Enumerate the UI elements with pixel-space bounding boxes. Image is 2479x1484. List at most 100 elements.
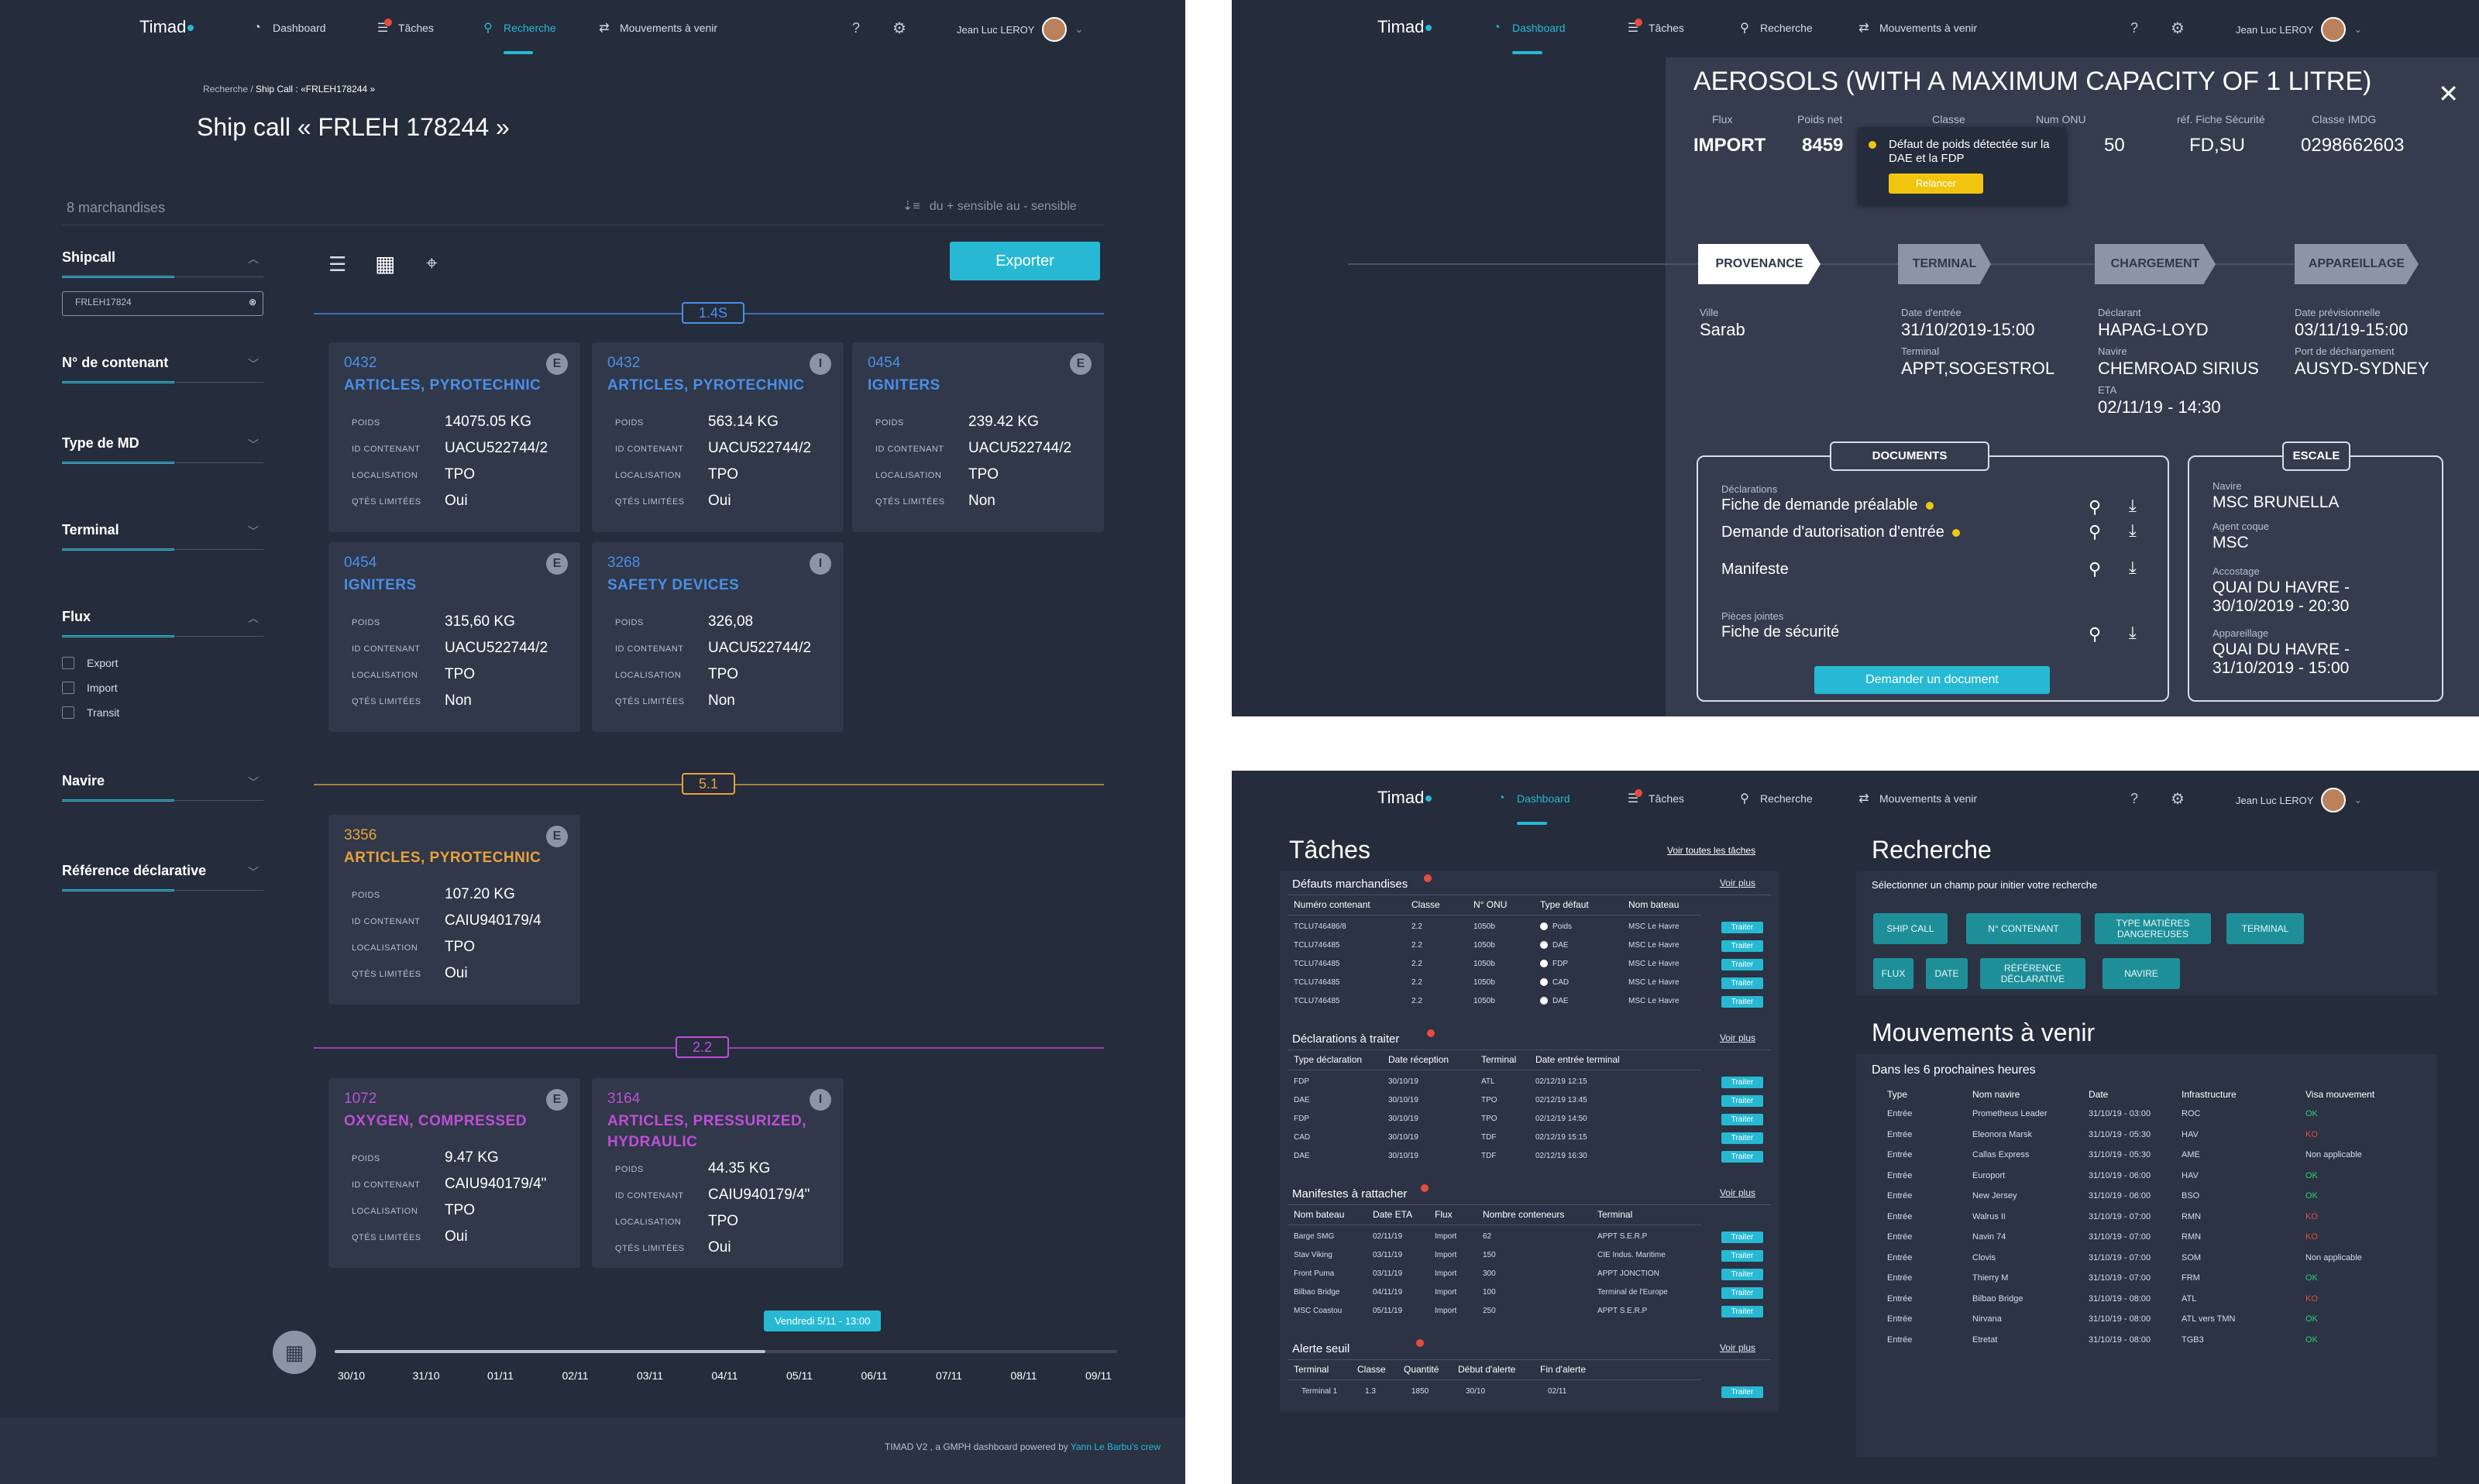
help-icon[interactable]: ? (2130, 791, 2139, 806)
timeline-date[interactable]: 07/11 (936, 1369, 962, 1382)
download-icon[interactable]: ⤓ (2129, 520, 2137, 540)
voir-toutes-link[interactable]: Voir toutes les tâches (1667, 845, 1756, 856)
search-chip[interactable]: SHIP CALL (1873, 913, 1948, 944)
nav-taches[interactable]: ☰ Tâches (1625, 19, 1684, 37)
filter-shipcall[interactable]: Shipcall ︿ (62, 249, 263, 278)
map-pin-icon[interactable]: ⌖ (426, 251, 438, 274)
nav-recherche[interactable]: ⚲ Recherche (1737, 789, 1813, 808)
goods-card[interactable]: 0432 ARTICLES, PYROTECHNIC E POIDS 14075.… (328, 342, 580, 532)
timeline-date[interactable]: 02/11 (562, 1369, 589, 1382)
traiter-button[interactable]: Traiter (1721, 922, 1763, 933)
search-chip[interactable]: N° CONTENANT (1966, 913, 2081, 944)
clear-icon[interactable]: ⊗ (248, 297, 256, 307)
footer-credit-link[interactable]: Yann Le Barbu's crew (1070, 1441, 1160, 1452)
timeline-date[interactable]: 08/11 (1010, 1369, 1037, 1382)
search-chip[interactable]: NAVIRE (2103, 958, 2180, 989)
traiter-button[interactable]: Traiter (1721, 1151, 1763, 1163)
step-chargement[interactable]: CHARGEMENT (2095, 244, 2216, 284)
step-terminal[interactable]: TERMINAL (1898, 244, 1991, 284)
table-row[interactable]: Entrée Callas Express 31/10/19 - 05:30 AME N… (1872, 1145, 2422, 1166)
voir-plus-link[interactable]: Voir plus (1719, 1187, 1755, 1198)
export-button[interactable]: Exporter (950, 242, 1100, 280)
goods-card[interactable]: 3356 ARTICLES, PYROTECHNIC E POIDS 107.20… (328, 815, 580, 1005)
checkbox-transit[interactable]: Transit (62, 700, 119, 725)
search-icon[interactable]: ⚲ (2089, 522, 2102, 541)
traiter-button[interactable]: Traiter (1721, 1250, 1763, 1262)
table-row[interactable]: Entrée Eleonora Marsk 31/10/19 - 05:30 HAV K… (1872, 1125, 2422, 1146)
table-row[interactable]: Entrée Thierry M 31/10/19 - 07:00 FRM OK (1872, 1268, 2422, 1289)
user-menu[interactable]: Jean Luc LEROY ⌄ (2236, 788, 2362, 812)
sort-control[interactable]: ⇣≡ du + sensible au - sensible (903, 200, 1077, 213)
demander-document-button[interactable]: Demander un document (1814, 666, 2050, 694)
timeline-date[interactable]: 06/11 (861, 1369, 888, 1382)
search-chip[interactable]: TERMINAL (2226, 913, 2304, 944)
close-icon[interactable]: ✕ (2438, 80, 2459, 108)
filter-navire[interactable]: Navire ﹀ (62, 773, 263, 802)
timeline-track[interactable] (335, 1350, 1117, 1353)
traiter-button[interactable]: Traiter (1721, 1232, 1763, 1243)
traiter-button[interactable]: Traiter (1721, 977, 1763, 989)
shipcall-input[interactable]: FRLEH17824 ⊗ (62, 291, 263, 316)
table-row[interactable]: Entrée Europort 31/10/19 - 06:00 HAV OK (1872, 1166, 2422, 1187)
goods-card[interactable]: 1072 OXYGEN, COMPRESSED E POIDS 9.47 KG I… (328, 1078, 580, 1268)
help-icon[interactable]: ? (852, 20, 861, 36)
filter-typemd[interactable]: Type de MD ﹀ (62, 435, 263, 464)
timeline-date[interactable]: 31/10 (412, 1369, 440, 1382)
filter-conteneur[interactable]: N° de contenant ﹀ (62, 355, 263, 383)
gear-icon[interactable]: ⚙ (2171, 20, 2185, 37)
voir-plus-link[interactable]: Voir plus (1719, 1032, 1755, 1043)
step-appareillage[interactable]: APPAREILLAGE (2295, 244, 2419, 284)
search-icon[interactable]: ⚲ (2089, 497, 2102, 517)
traiter-button[interactable]: Traiter (1721, 1269, 1763, 1280)
nav-taches[interactable]: ☰ Tâches (1625, 789, 1684, 808)
nav-mouvements[interactable]: ⇄ Mouvements à venir (1856, 789, 1977, 808)
breadcrumb-link[interactable]: Recherche (203, 84, 249, 94)
nav-recherche[interactable]: ⚲ Recherche (1737, 19, 1813, 37)
nav-recherche[interactable]: ⚲ Recherche (480, 19, 556, 54)
traiter-button[interactable]: Traiter (1721, 1287, 1763, 1299)
download-icon[interactable]: ⤓ (2129, 623, 2137, 642)
goods-card[interactable]: 3268 SAFETY DEVICES I POIDS 326,08 ID CON… (592, 542, 844, 732)
timeline-date[interactable]: 04/11 (711, 1369, 738, 1382)
traiter-button[interactable]: Traiter (1721, 1095, 1763, 1107)
download-icon[interactable]: ⤓ (2129, 496, 2137, 515)
traiter-button[interactable]: Traiter (1721, 996, 1763, 1008)
user-menu[interactable]: Jean Luc LEROY ⌄ (957, 17, 1083, 42)
timeline-date[interactable]: 05/11 (786, 1369, 813, 1382)
logo[interactable]: Timad (1377, 788, 1436, 808)
goods-card[interactable]: 0454 IGNITERS E POIDS 239.42 KG ID CONTEN… (852, 342, 1104, 532)
traiter-button[interactable]: Traiter (1721, 1306, 1763, 1317)
checkbox-export[interactable]: Export (62, 651, 119, 675)
search-chip[interactable]: RÉFÉRENCE DÉCLARATIVE (1980, 958, 2085, 989)
logo[interactable]: Timad (139, 17, 198, 37)
timeline-date[interactable]: 03/11 (637, 1369, 663, 1382)
search-icon[interactable]: ⚲ (2089, 559, 2102, 579)
search-chip[interactable]: FLUX (1873, 958, 1913, 989)
grid-view-icon[interactable]: ▦ (375, 252, 396, 276)
gear-icon[interactable]: ⚙ (892, 20, 906, 37)
table-row[interactable]: Entrée Etretat 31/10/19 - 08:00 TGB3 OK (1872, 1330, 2422, 1351)
search-chip[interactable]: TYPE MATIÈRES DANGEREUSES (2095, 913, 2211, 944)
filter-ref[interactable]: Référence déclarative ﹀ (62, 863, 263, 891)
nav-dashboard[interactable]: ◔ Dashboard (1494, 789, 1570, 825)
goods-card[interactable]: 3164 ARTICLES, PRESSURIZED, HYDRAULIC I … (592, 1078, 844, 1268)
gear-icon[interactable]: ⚙ (2171, 791, 2185, 808)
traiter-button[interactable]: Traiter (1721, 1386, 1763, 1398)
nav-dashboard[interactable]: ◔ Dashboard (1489, 19, 1566, 54)
traiter-button[interactable]: Traiter (1721, 959, 1763, 970)
nav-mouvements[interactable]: ⇄ Mouvements à venir (1856, 19, 1977, 37)
step-provenance[interactable]: PROVENANCE (1698, 244, 1821, 284)
list-view-icon[interactable]: ☰ (328, 252, 347, 276)
traiter-button[interactable]: Traiter (1721, 1077, 1763, 1088)
search-chip[interactable]: DATE (1926, 958, 1968, 989)
timeline-date[interactable]: 09/11 (1085, 1369, 1112, 1382)
timeline-date[interactable]: 01/11 (487, 1369, 514, 1382)
relancer-button[interactable]: Relancer (1889, 173, 1983, 194)
table-row[interactable]: Entrée Prometheus Leader 31/10/19 - 03:00 R… (1872, 1104, 2422, 1125)
checkbox-import[interactable]: Import (62, 675, 119, 700)
goods-card[interactable]: 0432 ARTICLES, PYROTECHNIC I POIDS 563.14… (592, 342, 844, 532)
goods-card[interactable]: 0454 IGNITERS E POIDS 315,60 KG ID CONTEN… (328, 542, 580, 732)
nav-dashboard[interactable]: ◔ Dashboard (249, 19, 325, 37)
calendar-icon[interactable]: ▦ (273, 1331, 316, 1374)
voir-plus-link[interactable]: Voir plus (1719, 878, 1755, 888)
